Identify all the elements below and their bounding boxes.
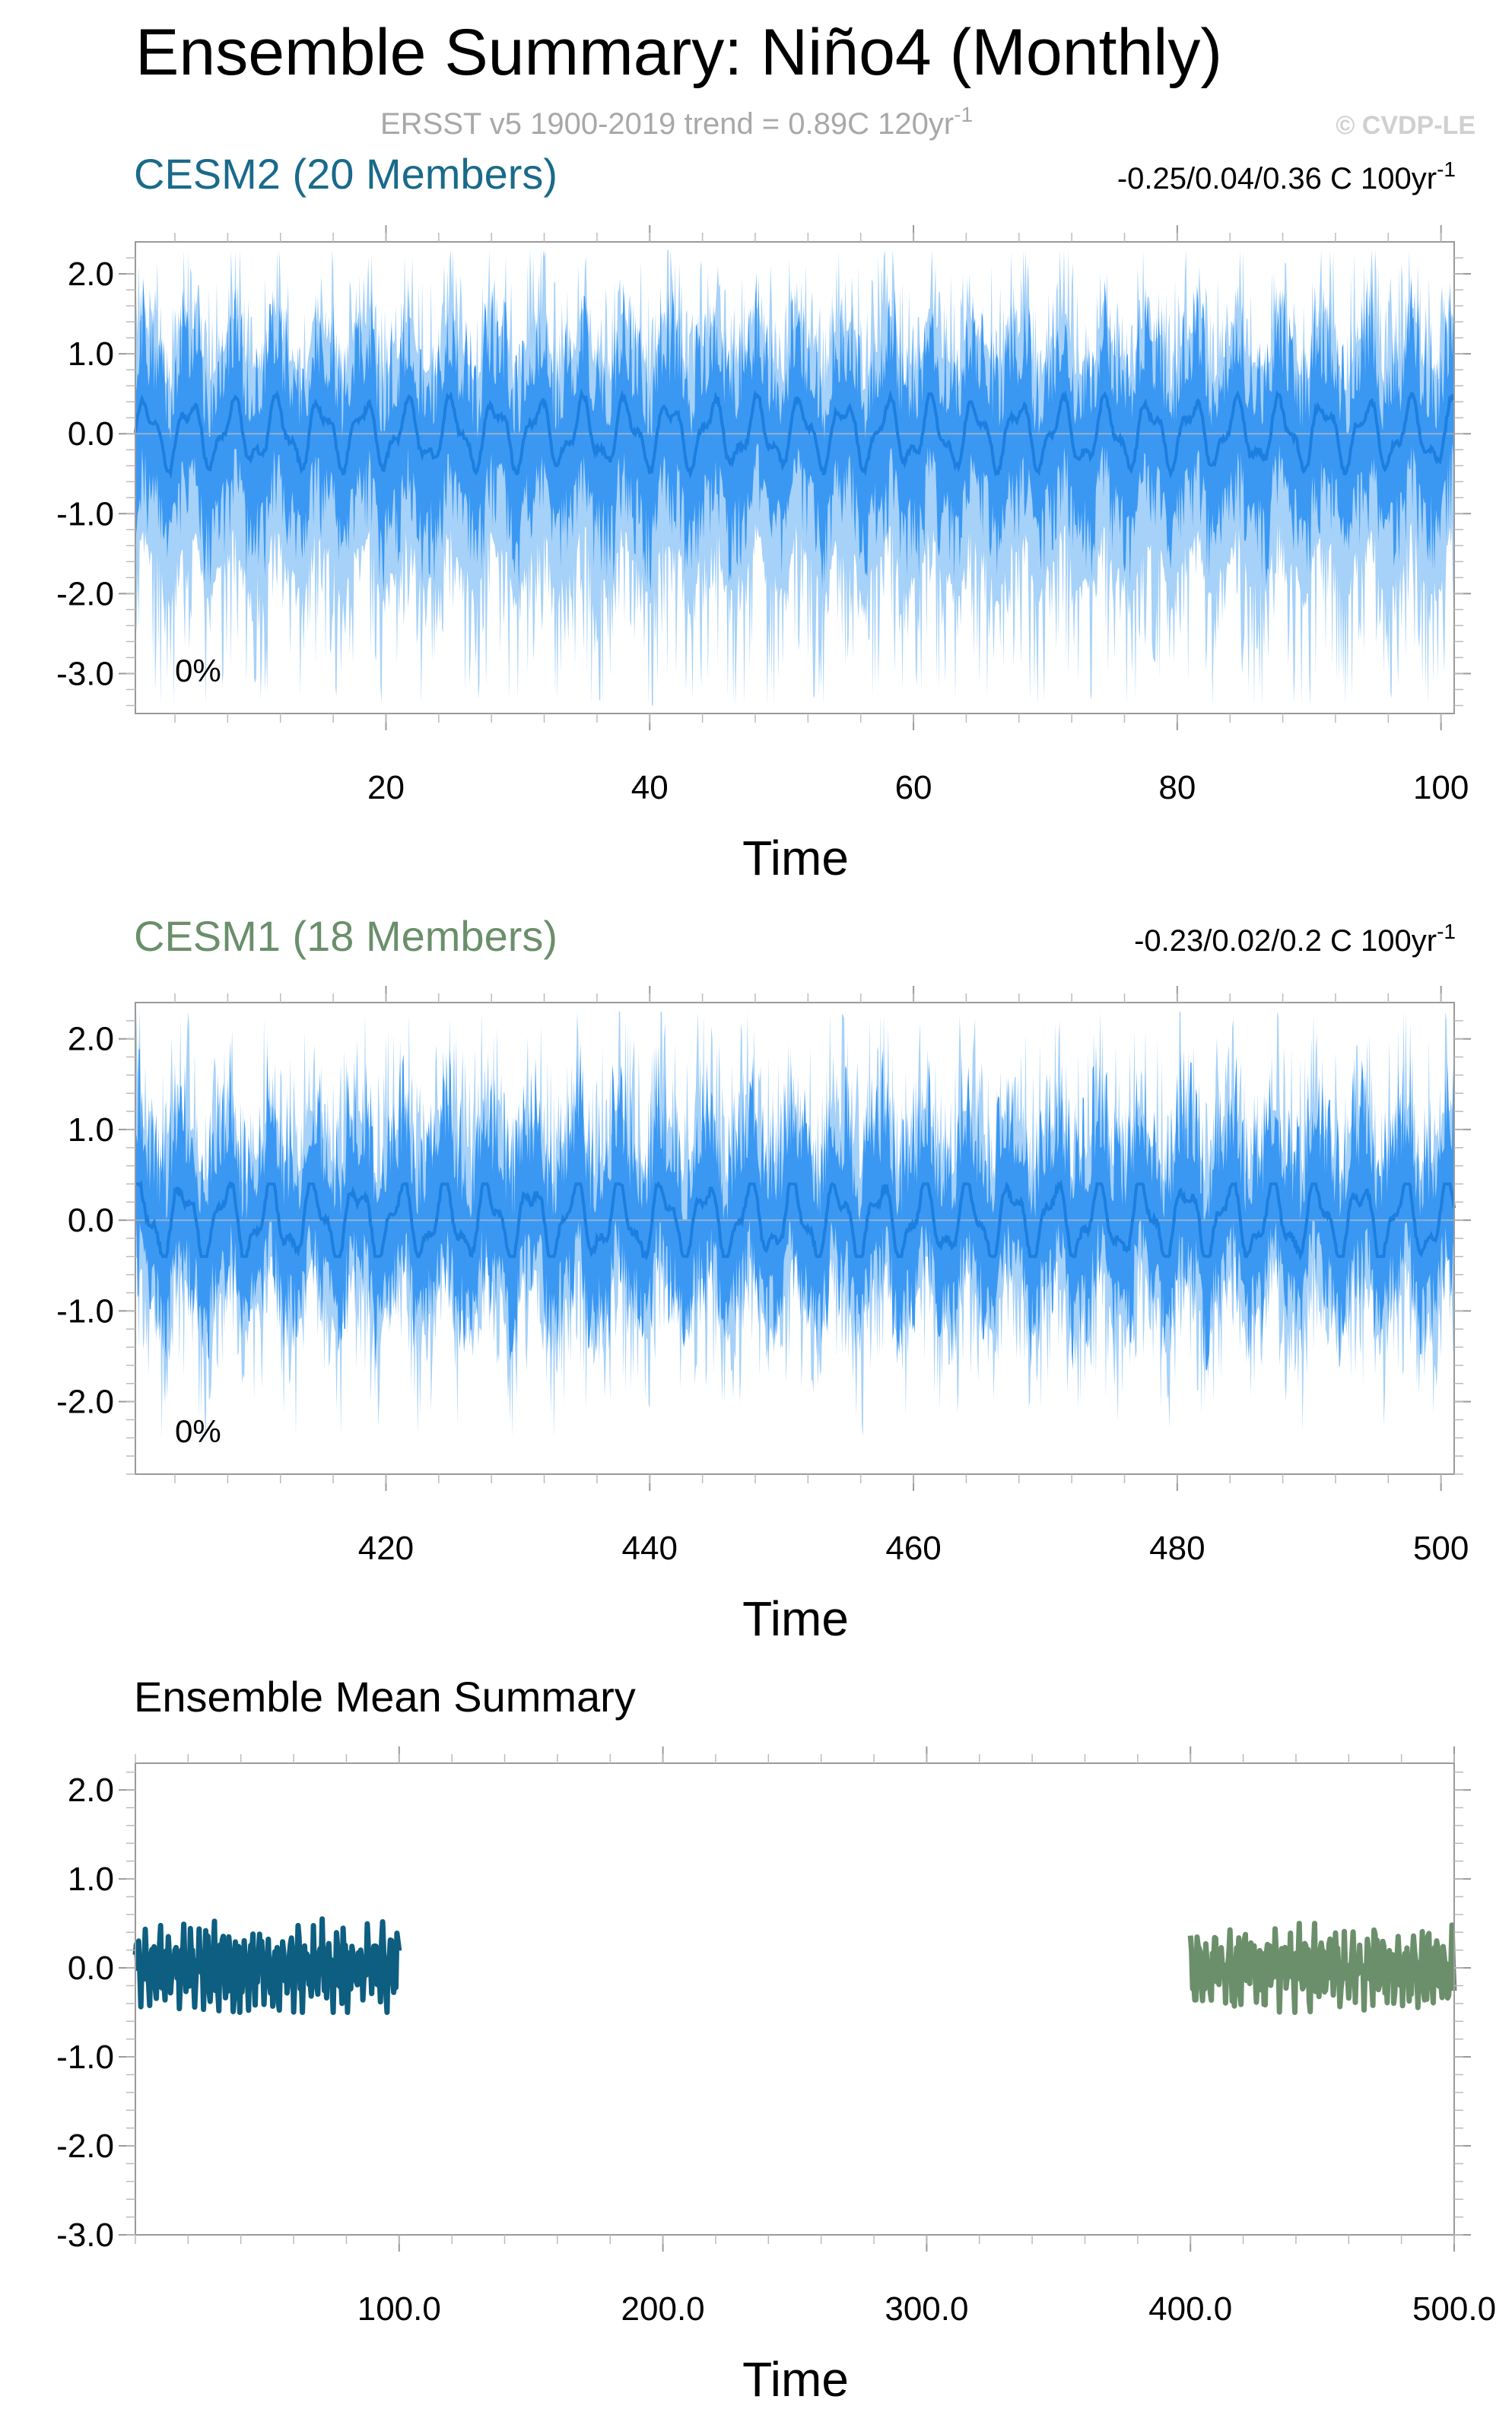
plot-area-ensemble-mean xyxy=(132,1916,1457,2015)
trend-label-cesm1: -0.23/0.02/0.2 C 100yr-1 xyxy=(1134,920,1456,958)
figure-subtitle: ERSST v5 1900-2019 trend = 0.89C 120yr-1 xyxy=(380,103,973,141)
panel-title-cesm1: CESM1 (18 Members) xyxy=(134,912,557,960)
x-tick-label: 60 xyxy=(895,769,932,806)
y-tick-label: -2.0 xyxy=(56,575,114,612)
panel-cesm2: CESM2 (20 Members) -0.25/0.04/0.36 C 100… xyxy=(56,150,1471,885)
x-tick-label: 20 xyxy=(367,769,405,806)
y-tick-label: 1.0 xyxy=(68,335,114,373)
x-axis-label-cesm2: Time xyxy=(742,831,849,885)
y-tick-label: -2.0 xyxy=(56,2128,114,2165)
y-tick-label: 0.0 xyxy=(68,415,114,453)
x-axis-label-ensemble-mean: Time xyxy=(742,2352,849,2407)
x-tick-label: 200.0 xyxy=(621,2290,705,2328)
y-tick-label: 1.0 xyxy=(68,1861,114,1898)
x-tick-label: 40 xyxy=(631,769,669,806)
plot-area-cesm1 xyxy=(135,1011,1456,1445)
panel-title-cesm2: CESM2 (20 Members) xyxy=(134,150,557,198)
y-tick-label: 1.0 xyxy=(68,1111,114,1149)
x-tick-label: 460 xyxy=(885,1530,941,1567)
x-tick-label: 480 xyxy=(1149,1530,1205,1567)
y-tick-label: -3.0 xyxy=(56,655,114,692)
x-tick-label: 300.0 xyxy=(885,2290,968,2328)
x-axis-label-cesm1: Time xyxy=(742,1591,849,1646)
axes-cesm2: 2.0 1.0 0.0 -1.0 -2.0 -3.0 20 40 60 80 100 xyxy=(56,225,1471,806)
x-tick-label: 500.0 xyxy=(1412,2290,1496,2328)
axes-ensemble-mean: 2.0 1.0 0.0 -1.0 -2.0 -3.0 100.0 200.0 300.0 400.… xyxy=(56,1746,1496,2328)
x-tick-label: 400.0 xyxy=(1148,2290,1232,2328)
panel-ensemble-mean: Ensemble Mean Summary 2.0 1.0 0.0 -1.0 -2.0 -… xyxy=(56,1673,1496,2407)
percent-annotation-cesm2: 0% xyxy=(175,653,221,688)
panel-title-ensemble-mean: Ensemble Mean Summary xyxy=(134,1673,636,1721)
mean-summary-line-cesm2 xyxy=(132,1916,402,2015)
y-tick-label: 2.0 xyxy=(68,1772,114,1809)
percentile-band xyxy=(135,272,1454,593)
y-tick-label: 0.0 xyxy=(68,1202,114,1239)
axes-cesm1: 2.0 1.0 0.0 -1.0 -2.0 420 440 460 480 500 xyxy=(56,986,1471,1567)
x-tick-label: 80 xyxy=(1158,769,1196,806)
mean-summary-line-cesm1 xyxy=(1187,1921,1457,2015)
plot-area-cesm2 xyxy=(134,249,1455,706)
x-tick-label: 500 xyxy=(1413,1530,1469,1567)
figure-title: Ensemble Summary: Niño4 (Monthly) xyxy=(135,16,1222,89)
ensemble-mean-line xyxy=(134,388,1455,479)
ensemble-mean-line xyxy=(135,1179,1456,1261)
trend-label-cesm2: -0.25/0.04/0.36 C 100yr-1 xyxy=(1117,157,1456,195)
percent-annotation-cesm1: 0% xyxy=(175,1413,221,1449)
y-tick-label: -1.0 xyxy=(56,1292,114,1330)
y-tick-label: -1.0 xyxy=(56,2039,114,2076)
y-tick-label: 0.0 xyxy=(68,1950,114,1987)
plot-frame xyxy=(135,1762,1455,2236)
y-tick-label: -2.0 xyxy=(56,1384,114,1421)
y-tick-label: -1.0 xyxy=(56,495,114,532)
x-tick-label: 100.0 xyxy=(357,2290,441,2328)
panel-cesm1: CESM1 (18 Members) -0.23/0.02/0.2 C 100y… xyxy=(56,912,1471,1646)
x-tick-label: 440 xyxy=(622,1530,678,1567)
y-tick-label: -3.0 xyxy=(56,2217,114,2254)
x-tick-label: 100 xyxy=(1413,769,1469,806)
credit-label: © CVDP-LE xyxy=(1336,111,1475,140)
x-tick-label: 420 xyxy=(358,1530,414,1567)
percentile-band xyxy=(135,1041,1454,1371)
y-tick-label: 2.0 xyxy=(68,1021,114,1058)
y-tick-label: 2.0 xyxy=(68,256,114,293)
plot-frame xyxy=(135,241,1455,714)
